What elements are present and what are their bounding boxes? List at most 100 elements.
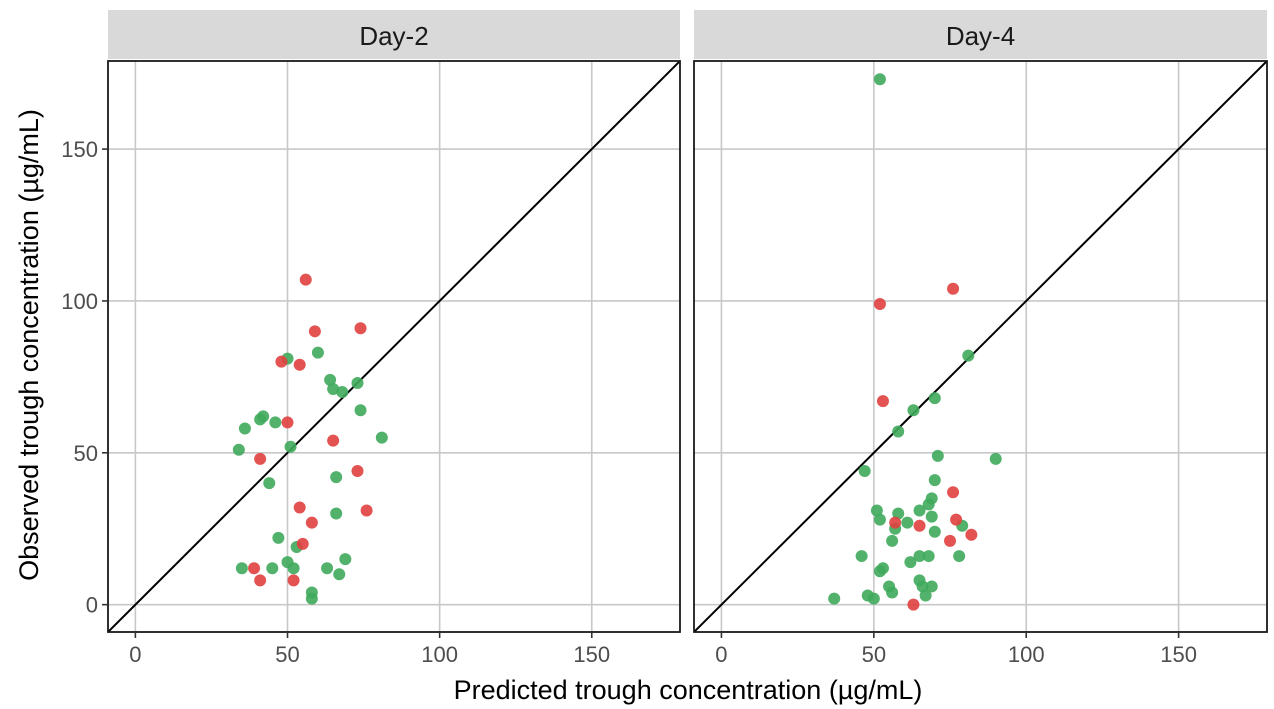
data-point-green	[925, 492, 938, 505]
data-point-red	[275, 355, 288, 368]
data-point-green	[919, 589, 932, 602]
data-point-red	[360, 504, 373, 517]
panel-border	[693, 60, 1268, 633]
data-point-green	[989, 452, 1002, 465]
data-point-red	[254, 574, 267, 587]
data-point-red	[305, 516, 318, 529]
data-point-green	[922, 550, 935, 563]
data-point-red	[889, 516, 902, 529]
data-point-red	[965, 528, 978, 541]
data-point-green	[907, 404, 920, 417]
data-point-green	[928, 392, 941, 405]
data-point-green	[238, 422, 251, 435]
data-point-green	[828, 592, 841, 605]
data-point-green	[870, 504, 883, 517]
data-point-green	[913, 504, 926, 517]
data-point-red	[254, 452, 267, 465]
data-point-green	[263, 477, 276, 490]
y-tick-label: 150	[61, 137, 98, 162]
data-point-green	[858, 465, 871, 478]
plot-area	[108, 61, 680, 632]
data-point-green	[351, 376, 364, 389]
x-tick-label: 50	[862, 642, 886, 667]
plot-area	[694, 61, 1267, 632]
data-point-green	[375, 431, 388, 444]
data-point-red	[351, 465, 364, 478]
data-point-green	[962, 349, 975, 362]
data-point-green	[232, 443, 245, 456]
panel-strip-label: Day-4	[946, 21, 1015, 51]
data-point-red	[287, 574, 300, 587]
data-point-red	[296, 537, 309, 550]
data-point-green	[327, 383, 340, 396]
data-point-green	[257, 410, 270, 423]
identity-line	[694, 61, 1267, 632]
x-tick-label: 150	[573, 642, 610, 667]
identity-line	[108, 61, 680, 632]
data-point-green	[330, 471, 343, 484]
data-point-green	[855, 550, 868, 563]
data-point-green	[925, 510, 938, 523]
data-point-green	[931, 449, 944, 462]
data-point-green	[287, 562, 300, 575]
data-point-green	[311, 346, 324, 359]
data-point-green	[336, 386, 349, 399]
data-point-green	[925, 580, 938, 593]
data-point-red	[299, 273, 312, 286]
data-point-green	[892, 425, 905, 438]
data-point-green	[333, 568, 346, 581]
x-tick-label: 0	[129, 642, 141, 667]
data-point-green	[916, 580, 929, 593]
data-point-green	[953, 550, 966, 563]
x-tick-label: 50	[275, 642, 299, 667]
panel-strip	[694, 10, 1267, 59]
x-axis-title: Predicted trough concentration (µg/mL)	[454, 675, 923, 705]
data-point-green	[354, 404, 367, 417]
data-point-green	[284, 440, 297, 453]
data-point-green	[272, 531, 285, 544]
data-point-green	[928, 474, 941, 487]
data-point-red	[944, 534, 957, 547]
data-point-green	[904, 556, 917, 569]
y-tick-label: 50	[74, 441, 98, 466]
data-point-green	[913, 550, 926, 563]
panel-1: Day-2 0 50 100 150 0 50 100 150	[61, 10, 681, 667]
panel-border	[107, 60, 681, 633]
data-point-red	[308, 325, 321, 338]
data-point-red	[354, 322, 367, 335]
data-point-green	[867, 592, 880, 605]
data-point-red	[293, 501, 306, 514]
y-tick-label: 100	[61, 289, 98, 314]
panel-strip	[108, 10, 680, 59]
x-tick-label: 100	[1008, 642, 1045, 667]
data-point-red	[327, 434, 340, 447]
y-tick-label: 0	[86, 593, 98, 618]
data-point-red	[947, 486, 960, 499]
data-point-green	[886, 534, 899, 547]
y-axis-title: Observed trough concentration (µg/mL)	[14, 109, 44, 581]
data-point-red	[281, 416, 294, 429]
data-point-green	[324, 373, 337, 386]
data-point-green	[928, 525, 941, 538]
data-point-green	[873, 513, 886, 526]
x-tick-label: 100	[421, 642, 458, 667]
data-point-green	[266, 562, 279, 575]
x-tick-label: 0	[715, 642, 727, 667]
data-point-green	[330, 507, 343, 520]
data-point-green	[235, 562, 248, 575]
panel-2: Day-4 0 50 100 150	[693, 10, 1268, 667]
data-point-green	[873, 73, 886, 86]
data-point-green	[269, 416, 282, 429]
data-point-green	[901, 516, 914, 529]
data-point-green	[339, 553, 352, 566]
x-tick-label: 150	[1160, 642, 1197, 667]
data-point-red	[947, 282, 960, 295]
data-point-green	[876, 562, 889, 575]
data-point-red	[876, 395, 889, 408]
data-point-green	[886, 586, 899, 599]
data-point-red	[907, 598, 920, 611]
data-point-green	[892, 507, 905, 520]
data-point-red	[873, 297, 886, 310]
data-point-red	[913, 519, 926, 532]
